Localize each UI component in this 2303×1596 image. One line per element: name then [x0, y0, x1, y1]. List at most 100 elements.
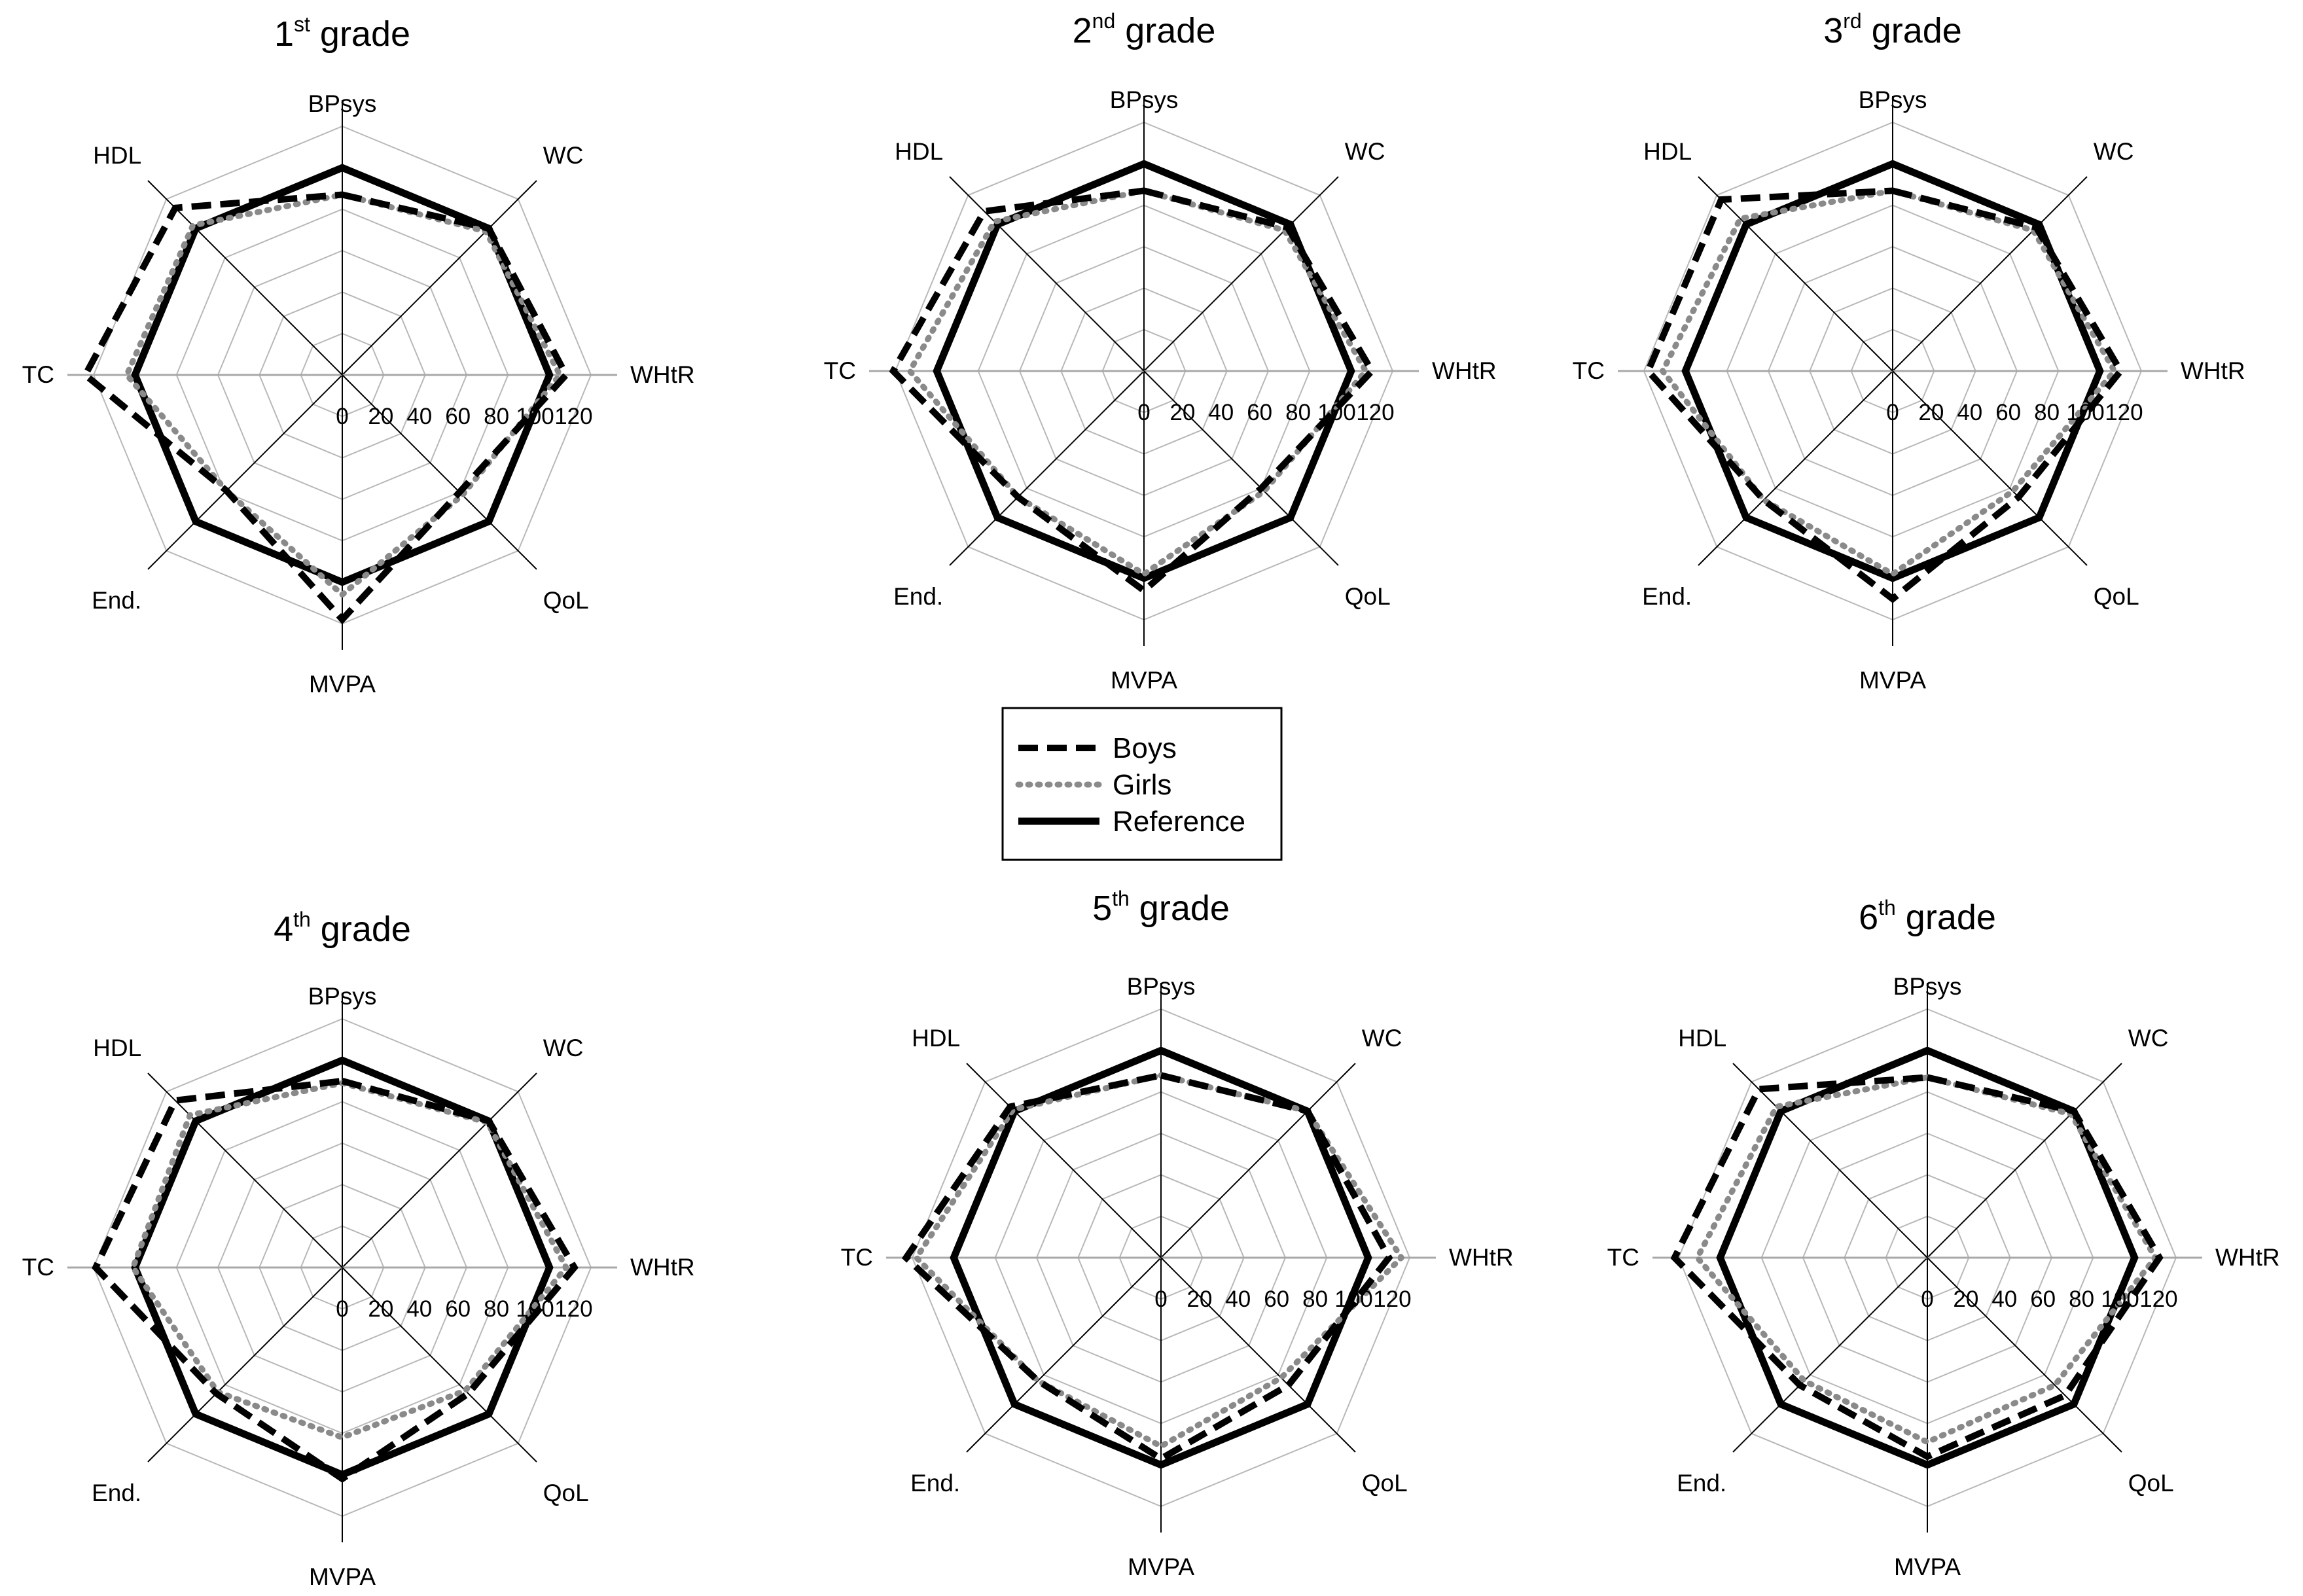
radar-panel-5: 5th grade BPsys WC WHtR QoL MVPA End. TC HDL 0 20 4…: [841, 887, 1514, 1580]
axis-label: TC: [824, 357, 856, 384]
axis-label: TC: [22, 1254, 54, 1281]
axis-spoke: [1732, 1257, 1928, 1453]
axis-label: WC: [1362, 1025, 1402, 1052]
axis-label: WHtR: [2181, 357, 2245, 384]
panel-title-suffix: grade: [311, 910, 411, 949]
axis-label: WC: [2128, 1025, 2169, 1052]
axis-label: WHtR: [1432, 357, 1497, 384]
series-boys: [889, 187, 1376, 595]
tick-label: 80: [1302, 1286, 1328, 1312]
axis-label: HDL: [93, 142, 141, 169]
axis-label: MVPA: [309, 671, 376, 698]
tick-label: 40: [406, 1296, 432, 1322]
axis-label: BPsys: [308, 983, 377, 1010]
tick-label: 60: [2030, 1286, 2056, 1312]
axis-label: BPsys: [1127, 973, 1196, 1000]
axis-label: QoL: [1345, 583, 1391, 610]
axis-label: TC: [1607, 1244, 1639, 1271]
axis-label: MVPA: [1859, 667, 1926, 694]
axis-spoke: [1143, 370, 1339, 566]
tick-label: 60: [445, 1296, 471, 1322]
tick-label: 60: [1264, 1286, 1289, 1312]
panel-title-suffix: grade: [1896, 898, 1996, 937]
tick-label: 0: [336, 404, 348, 429]
series-boys: [1670, 1074, 2164, 1461]
panel-title-suffix: grade: [1862, 11, 1962, 50]
axis-spoke: [1927, 1063, 2122, 1258]
panel-title-number: 1: [274, 14, 294, 54]
axis-spoke: [949, 176, 1145, 372]
axis-spoke: [949, 370, 1145, 566]
tick-label: 0: [1154, 1286, 1167, 1312]
axis-label: WHtR: [2215, 1244, 2280, 1271]
panel-title-suffix: grade: [1115, 11, 1215, 50]
tick-label: 20: [1169, 400, 1195, 425]
panel-title-number: 4: [274, 910, 293, 949]
series-reference: [1716, 1046, 2139, 1469]
axis-label: BPsys: [1859, 86, 1927, 113]
axis-label: HDL: [895, 138, 943, 165]
axis-label: End.: [92, 587, 141, 614]
tick-label: 80: [2069, 1286, 2094, 1312]
radar-panel-3: 3rd grade BPsys WC WHtR QoL MVPA End. TC HDL 0 20 4…: [1573, 9, 2245, 694]
panel-title-ordinal: th: [1878, 896, 1896, 919]
axis-spoke: [342, 180, 537, 376]
panel-title-ordinal: th: [1112, 887, 1130, 910]
axis-label: QoL: [1362, 1470, 1408, 1497]
series-reference: [950, 1046, 1372, 1469]
axis-label: WHtR: [1449, 1244, 1514, 1271]
panel-title-suffix: grade: [1130, 889, 1230, 928]
tick-label: 100: [2066, 400, 2104, 425]
tick-label: 40: [1208, 400, 1234, 425]
series-boys: [80, 191, 571, 625]
axis-label: QoL: [2128, 1470, 2174, 1497]
panel-title-number: 6: [1859, 898, 1878, 937]
axis-label: MVPA: [1894, 1553, 1961, 1580]
axis-spoke: [1698, 176, 1893, 372]
tick-label: 40: [406, 404, 432, 429]
tick-label: 0: [1137, 400, 1150, 425]
radar-panel-2: 2nd grade BPsys WC WHtR QoL MVPA End. TC HDL 0 20 4…: [824, 9, 1497, 694]
panel-title-ordinal: nd: [1092, 9, 1116, 33]
series-girls: [906, 188, 1369, 577]
tick-label: 80: [484, 1296, 509, 1322]
tick-label: 120: [554, 1296, 592, 1322]
axis-label: End.: [1642, 583, 1692, 610]
axis-spoke: [1732, 1063, 1928, 1258]
axis-label: WC: [543, 1035, 584, 1061]
tick-label: 100: [1317, 400, 1355, 425]
axis-spoke: [1927, 1257, 2122, 1453]
series-girls: [1694, 1074, 2158, 1445]
axis-label: End.: [1677, 1470, 1726, 1497]
axis-spoke: [1892, 370, 2088, 566]
tick-label: 20: [368, 1296, 393, 1322]
tick-label: 100: [516, 1296, 554, 1322]
tick-label: 20: [1953, 1286, 1978, 1312]
tick-label: 80: [484, 404, 509, 429]
panel-title: 6th grade: [1859, 896, 1996, 937]
axis-label: BPsys: [1893, 973, 1962, 1000]
series-boys: [901, 1072, 1393, 1463]
axis-spoke: [342, 374, 537, 570]
axis-spoke: [147, 1073, 343, 1268]
tick-label: 20: [1187, 1286, 1212, 1312]
tick-label: 40: [1957, 400, 1982, 425]
tick-label: 120: [1373, 1286, 1411, 1312]
axis-label: MVPA: [309, 1563, 376, 1590]
series-boys: [1644, 187, 2125, 603]
tick-label: 60: [1247, 400, 1272, 425]
axis-spoke: [342, 1267, 537, 1463]
axis-spoke: [966, 1063, 1162, 1258]
panel-title-ordinal: th: [293, 908, 311, 931]
tick-label: 20: [368, 404, 393, 429]
series-girls: [1660, 188, 2118, 577]
axis-label: WHtR: [630, 1254, 695, 1281]
tick-label: 100: [2101, 1286, 2139, 1312]
axis-label: End.: [92, 1480, 141, 1506]
axis-spoke: [1160, 1257, 1356, 1453]
radar-panel-1: 1st grade BPsys WC WHtR QoL MVPA End. TC HDL 0 20 4…: [22, 12, 695, 698]
panel-title-ordinal: st: [294, 12, 310, 36]
radar-panel-6: 6th grade BPsys WC WHtR QoL MVPA End. TC HDL 0 20 4…: [1607, 896, 2280, 1580]
radar-panel-4: 4th grade BPsys WC WHtR QoL MVPA End. TC HDL 0 20 4…: [22, 908, 695, 1590]
axis-label: WC: [2094, 138, 2134, 165]
